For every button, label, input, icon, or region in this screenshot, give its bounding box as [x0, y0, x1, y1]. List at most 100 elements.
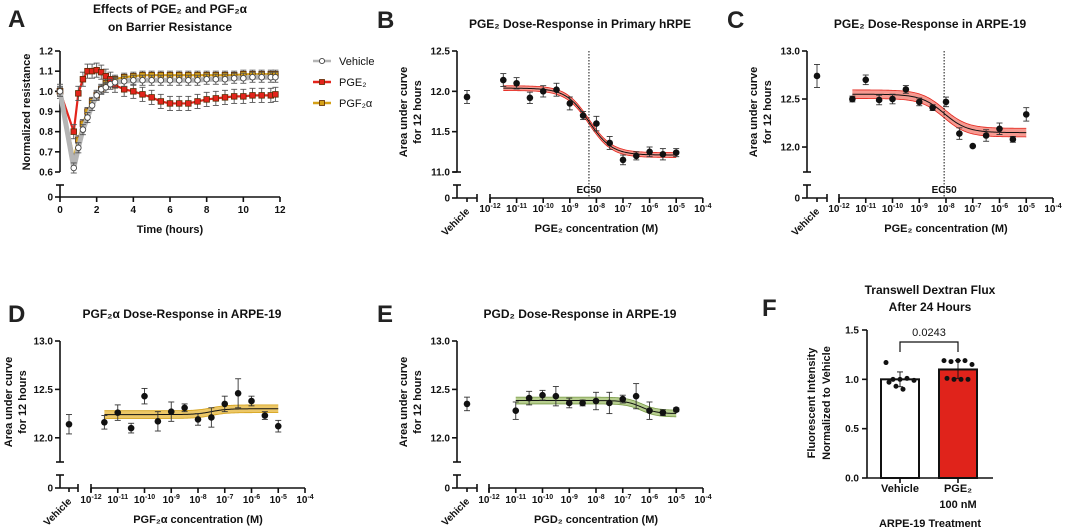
x-tick-label: 10-8 [937, 203, 954, 215]
data-point [512, 407, 520, 414]
y-axis-label: Fluorescent Intensity [806, 347, 818, 459]
tick-exponent: -11 [516, 494, 526, 501]
data-point [962, 358, 968, 364]
y-axis-label: Normalized resistance [21, 54, 33, 171]
tick-exponent: -10 [543, 494, 553, 501]
tick-exponent: -4 [307, 494, 313, 501]
confidence-band [503, 85, 677, 158]
x-tick-label: 10-7 [614, 203, 631, 215]
data-point [951, 376, 957, 382]
x-tick-label: 10-9 [163, 494, 180, 506]
tick-base: 10 [478, 495, 490, 506]
tick-exponent: -9 [922, 203, 928, 210]
data-point [893, 383, 899, 389]
data-point [606, 399, 613, 407]
x-tick-label: 10 [238, 205, 250, 216]
x-tick-label: 4 [131, 205, 137, 216]
x-tick-label: 10-11 [506, 203, 527, 215]
y-tick-label: 0 [47, 193, 53, 204]
data-point [632, 392, 640, 400]
data-point [996, 125, 1003, 133]
y-tick-label: 0.6 [39, 168, 53, 179]
x-tick-label: 10-8 [189, 494, 206, 506]
x-tick-label: 10-10 [882, 203, 903, 215]
data-point [185, 100, 192, 107]
data-point [111, 79, 119, 86]
tick-base: 10 [163, 495, 175, 506]
confidence-band-lower [104, 412, 279, 419]
data-point [120, 77, 128, 85]
tick-base: 10 [533, 204, 545, 215]
chart-title: Effects of PGE₂ and PGF₂α [93, 2, 248, 16]
data-point [261, 412, 269, 419]
data-point [101, 419, 108, 426]
data-point [166, 100, 174, 107]
tick-base: 10 [882, 204, 894, 215]
x-tick-label-vehicle: Vehicle [440, 206, 472, 238]
y-tick-label: 0.8 [39, 127, 53, 138]
panel-letter: A [8, 6, 25, 33]
panel-c-dose-response-chart: PGE₂ Dose-Response in ARPE-19 12.0 12.5 13.… [748, 17, 1062, 238]
data-point [956, 130, 963, 137]
x-axis-label: Time (hours) [137, 224, 204, 236]
y-tick-label: 1.2 [39, 47, 53, 58]
data-point [248, 397, 255, 405]
data-point [157, 98, 165, 105]
y-tick-label: 0 [444, 484, 450, 495]
tick-exponent: -6 [652, 203, 658, 210]
tick-base: 10 [668, 204, 680, 215]
tick-base: 10 [828, 204, 840, 215]
y-axis-label: Normalized to Vehicle [821, 346, 833, 460]
tick-exponent: -6 [1002, 203, 1008, 210]
data-point [579, 112, 587, 119]
panel-letter: E [377, 301, 393, 328]
fit-curve [852, 93, 1027, 134]
y-tick-label: 0.9 [39, 107, 53, 118]
tick-exponent: -4 [1055, 203, 1061, 210]
tick-base: 10 [641, 495, 653, 506]
x-tick-label: 10-12 [80, 494, 101, 506]
legend-label: PGF₂α [339, 98, 373, 110]
tick-base: 10 [80, 495, 92, 506]
data-point [539, 88, 547, 95]
panel-b-dose-response-chart: PGE₂ Dose-Response in Primary hRPE 11.0 11… [398, 17, 712, 238]
data-point [98, 68, 105, 76]
y-tick-label: 1.1 [39, 67, 53, 78]
x-tick-label: 10-5 [1018, 203, 1035, 215]
y-tick-label: 12.0 [431, 87, 451, 98]
x-tick-label: 10-4 [694, 494, 711, 506]
tick-base: 10 [587, 495, 599, 506]
tick-base: 10 [855, 204, 867, 215]
tick-exponent: -4 [705, 203, 711, 210]
data-point [897, 376, 903, 382]
data-point [234, 389, 242, 397]
y-tick-label: 0 [444, 194, 450, 205]
data-point [886, 379, 892, 385]
vehicle-point [463, 400, 471, 408]
y-axis-label: for 12 hours [762, 80, 774, 144]
y-tick-label: 12.0 [781, 143, 801, 154]
tick-base: 10 [694, 204, 706, 215]
y-tick-label: 12.5 [431, 385, 451, 396]
panel-letter: B [377, 7, 394, 34]
confidence-band [104, 404, 279, 419]
data-point [154, 418, 162, 425]
data-point [102, 84, 110, 91]
y-tick-label: 11.0 [431, 168, 450, 179]
legend-item: PGF₂α [313, 98, 373, 110]
legend-marker [319, 79, 325, 85]
data-point [619, 156, 627, 164]
data-point [79, 126, 87, 133]
tick-base: 10 [216, 495, 228, 506]
x-tick-label: Vehicle [881, 483, 919, 495]
tick-base: 10 [937, 204, 949, 215]
vehicle-point [65, 420, 73, 428]
tick-exponent: -7 [625, 494, 631, 501]
ec50-label: EC50 [576, 185, 601, 196]
panel-letter: D [8, 301, 25, 328]
tick-exponent: -7 [975, 203, 981, 210]
tick-base: 10 [561, 204, 573, 215]
data-point [539, 391, 546, 399]
y-tick-label: 12.5 [34, 385, 54, 396]
data-point [93, 92, 100, 99]
